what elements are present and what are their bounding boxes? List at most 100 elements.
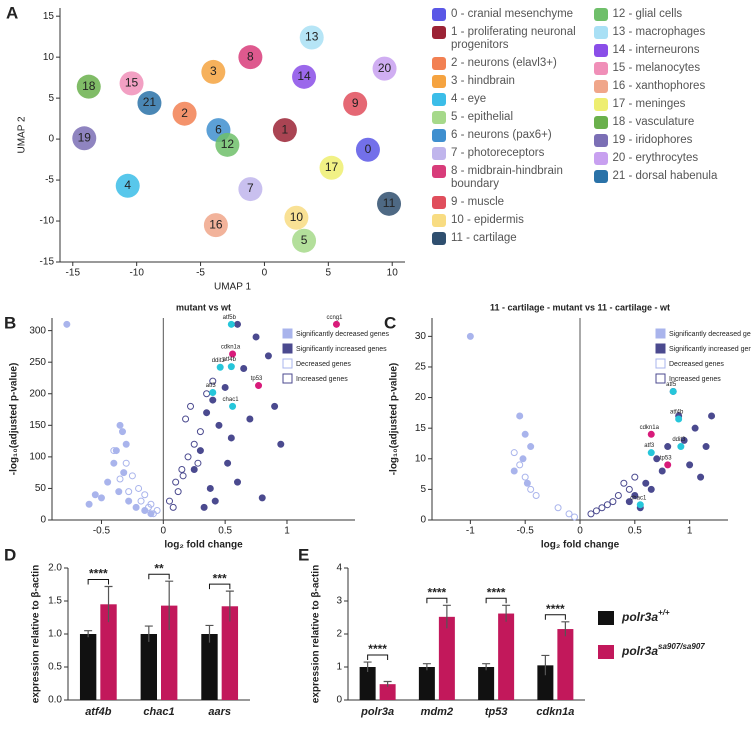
gene-point xyxy=(135,484,143,492)
gene-point xyxy=(144,503,152,511)
gene-point xyxy=(203,409,211,417)
gene-point xyxy=(194,459,202,467)
error-bar xyxy=(383,680,392,687)
significance-bracket xyxy=(208,583,231,590)
significance-label: **** xyxy=(487,585,506,599)
legend-swatch xyxy=(432,111,446,124)
legend-column: 12 - glial cells 13 - macrophages 14 - int… xyxy=(593,8,748,245)
cluster-label: 12 xyxy=(221,137,235,151)
gene-point xyxy=(625,485,633,493)
legend-swatch xyxy=(598,611,614,625)
x-tick-label: -15 xyxy=(66,268,81,279)
gene-point xyxy=(234,320,242,328)
significance-label: **** xyxy=(546,602,565,616)
x-axis-label: log₂ fold change xyxy=(541,540,620,551)
legend-label: 21 - dorsal habenula xyxy=(612,170,718,182)
x-tick-label: 10 xyxy=(387,268,399,279)
gene-point xyxy=(128,472,136,480)
gene-point xyxy=(516,412,524,420)
legend-swatch xyxy=(593,134,608,147)
cluster-label: 13 xyxy=(305,30,319,44)
gene-label: tp53 xyxy=(251,376,263,382)
chart-title: mutant vs wt xyxy=(176,302,231,312)
legend-item: 5 - epithelial xyxy=(432,111,586,124)
gene-point xyxy=(200,503,208,511)
gene-point xyxy=(532,492,540,500)
panel-label: B xyxy=(4,313,16,332)
gene-point xyxy=(122,459,130,467)
error-bar xyxy=(84,630,93,638)
x-tick-label: 0 xyxy=(262,268,268,279)
x-tick-label: -1 xyxy=(466,526,475,537)
cluster-point xyxy=(201,59,226,84)
y-tick-label: 0 xyxy=(48,134,54,145)
y-axis-label: expression relative to β-actin xyxy=(311,565,322,703)
legend-label: Decreased genes xyxy=(669,361,724,368)
legend-item: 4 - eye xyxy=(432,93,586,106)
gene-point xyxy=(631,473,639,481)
error-bar xyxy=(561,621,570,637)
legend-swatch xyxy=(432,75,446,88)
legend-item: 12 - glial cells xyxy=(593,8,748,21)
cluster-point xyxy=(372,56,397,81)
cluster-point xyxy=(115,173,140,198)
y-tick-label: 200 xyxy=(29,388,46,399)
y-tick-label: 0.5 xyxy=(48,662,62,673)
gene-point xyxy=(203,390,211,398)
cluster-label: 19 xyxy=(78,130,92,144)
highlight-gene xyxy=(675,415,683,423)
legend-item: 17 - meninges xyxy=(593,98,748,111)
gene-point xyxy=(565,510,573,518)
y-tick-label: 1.5 xyxy=(48,596,62,607)
cluster-point xyxy=(238,45,263,70)
error-bar xyxy=(422,663,431,671)
gene-point xyxy=(115,488,123,496)
gene-label: atf3 xyxy=(644,443,655,449)
gene-point xyxy=(190,440,198,448)
legend-swatch xyxy=(655,373,666,384)
gene-point xyxy=(708,412,716,420)
y-tick-label: 0.0 xyxy=(48,695,62,706)
legend-label: 14 - interneurons xyxy=(612,44,700,56)
cluster-point xyxy=(203,213,228,238)
panel-label: D xyxy=(4,545,16,564)
x-tick-label: -0.5 xyxy=(517,526,535,537)
chart-title: 11 - cartilage - mutant vs 11 - cartilag… xyxy=(490,302,670,312)
legend-label: 20 - erythrocytes xyxy=(612,152,699,164)
legend-label: polr3asa907/sa907 xyxy=(621,642,705,658)
significance-label: **** xyxy=(89,567,108,581)
gene-point xyxy=(116,475,124,483)
x-tick-label: cdkn1a xyxy=(536,706,574,718)
legend-name: polr3a xyxy=(621,610,658,624)
gene-point xyxy=(149,510,157,518)
legend-label: 18 - vasculature xyxy=(612,116,695,128)
gene-point xyxy=(277,440,285,448)
x-tick-label: 5 xyxy=(326,268,332,279)
legend-name: polr3a xyxy=(621,644,658,658)
gene-point xyxy=(172,478,180,486)
gene-point xyxy=(179,472,187,480)
legend-label: 2 - neurons (elavl3+) xyxy=(451,57,557,69)
cluster-label: 2 xyxy=(181,106,188,120)
gene-point xyxy=(519,455,527,463)
legend-swatch xyxy=(655,358,666,369)
x-tick-label: mdm2 xyxy=(421,706,453,718)
legend-label: 13 - macrophages xyxy=(612,26,706,38)
y-tick-label: 150 xyxy=(29,420,46,431)
cluster-point xyxy=(172,101,197,126)
gene-point xyxy=(147,510,155,518)
y-tick-label: 2 xyxy=(336,629,342,640)
cluster-point xyxy=(343,91,368,116)
highlight-gene xyxy=(647,430,655,438)
gene-point xyxy=(120,469,128,477)
y-tick-label: 4 xyxy=(336,563,342,574)
gene-label: atf4b xyxy=(223,357,237,363)
cluster-label: 4 xyxy=(124,178,131,192)
legend-swatch xyxy=(432,232,446,245)
gene-point xyxy=(271,402,279,410)
gene-point xyxy=(211,497,219,505)
legend-label: 1 - proliferating neuronal progenitors xyxy=(451,26,576,51)
x-axis-label: UMAP 1 xyxy=(214,282,251,293)
cluster-point xyxy=(377,191,402,216)
bar xyxy=(161,605,178,700)
